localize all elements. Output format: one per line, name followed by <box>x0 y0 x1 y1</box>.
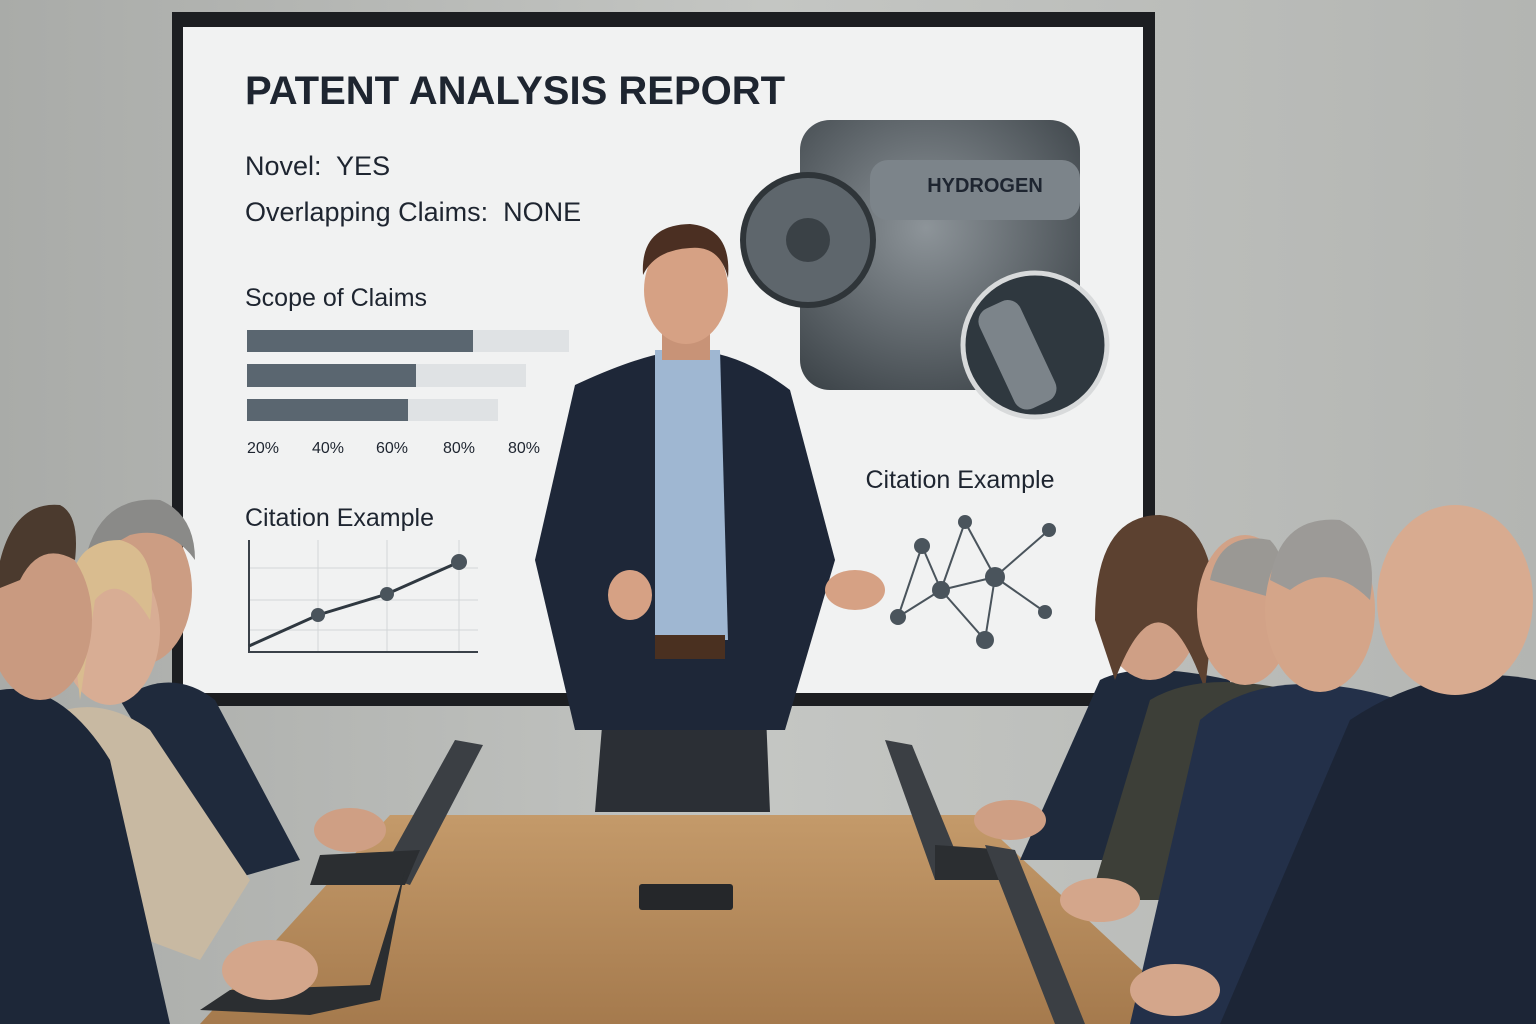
table-port <box>639 884 733 910</box>
novel-status: Novel: YES <box>245 151 390 181</box>
citation-heading: Citation Example <box>866 466 1055 494</box>
report-title: PATENT ANALYSIS REPORT <box>245 69 785 113</box>
presenter <box>535 224 885 812</box>
engine-label: HYDROGEN <box>927 175 1043 197</box>
bar <box>247 364 416 387</box>
scope-heading: Scope of Claims <box>245 284 427 312</box>
laptops <box>200 740 1085 1024</box>
axis-label: 40% <box>312 440 344 457</box>
axis-label: 60% <box>376 440 408 457</box>
axis-label: 80% <box>508 440 540 457</box>
citation-heading: Citation Example <box>245 504 434 532</box>
axis-label: 20% <box>247 440 279 457</box>
engine-image: HYDROGEN <box>740 120 1110 420</box>
bar <box>247 330 473 352</box>
audience-right <box>974 505 1536 1024</box>
line-chart-line <box>248 560 460 648</box>
line-chart-axes <box>248 540 478 653</box>
line-chart-points <box>311 554 467 622</box>
overlap-status: Overlapping Claims: NONE <box>245 197 581 227</box>
audience-left <box>0 499 386 1024</box>
axis-label: 80% <box>443 440 475 457</box>
bar <box>247 399 408 421</box>
network-nodes <box>890 515 1056 649</box>
